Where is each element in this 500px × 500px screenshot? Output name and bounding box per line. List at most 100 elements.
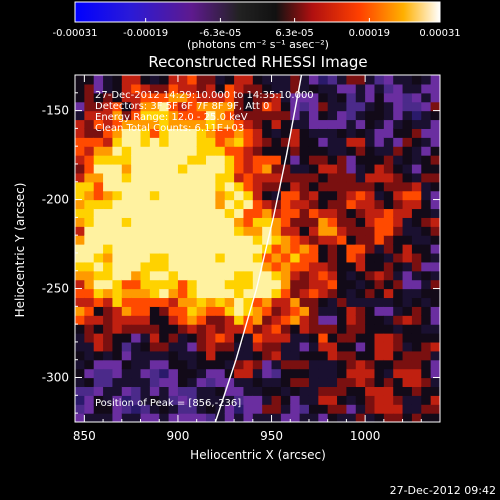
heatmap-cell bbox=[337, 101, 348, 112]
heatmap-cell bbox=[365, 146, 376, 156]
heatmap-cell bbox=[121, 404, 132, 414]
heatmap-cell bbox=[308, 350, 319, 361]
heatmap-cell bbox=[196, 270, 207, 281]
heatmap-cell bbox=[252, 235, 263, 245]
heatmap-cell bbox=[206, 413, 216, 422]
heatmap-cell bbox=[75, 101, 85, 112]
heatmap-cell bbox=[402, 324, 413, 334]
heatmap-cell bbox=[93, 146, 104, 156]
heatmap-cell bbox=[346, 208, 357, 218]
heatmap-cell bbox=[103, 404, 114, 414]
heatmap-cell bbox=[112, 181, 123, 192]
heatmap-cell bbox=[346, 368, 357, 379]
heatmap-cell bbox=[140, 252, 151, 263]
heatmap-cell bbox=[187, 163, 198, 174]
heatmap-cell bbox=[103, 333, 114, 343]
heatmap-cell bbox=[421, 110, 432, 121]
heatmap-cell bbox=[121, 190, 132, 201]
heatmap-cell bbox=[103, 261, 114, 272]
heatmap-cell bbox=[187, 75, 198, 85]
heatmap-cell bbox=[168, 92, 179, 103]
heatmap-cell bbox=[430, 155, 440, 165]
heatmap-cell bbox=[318, 83, 329, 94]
heatmap-cell bbox=[365, 270, 376, 281]
colorbar-tick-label: 0.00031 bbox=[419, 28, 460, 39]
heatmap-cell bbox=[290, 386, 301, 396]
heatmap-cell bbox=[271, 75, 282, 85]
heatmap-cell bbox=[243, 110, 254, 121]
heatmap-cell bbox=[75, 306, 85, 316]
heatmap-cell bbox=[262, 235, 273, 245]
heatmap-cell bbox=[411, 244, 422, 254]
heatmap-cell bbox=[346, 110, 357, 121]
heatmap-cell bbox=[131, 217, 142, 227]
heatmap-cell bbox=[93, 190, 104, 201]
heatmap-cell bbox=[103, 386, 114, 396]
heatmap-cell bbox=[131, 288, 142, 299]
heatmap-cell bbox=[365, 333, 376, 343]
heatmap-cell bbox=[243, 279, 254, 290]
heatmap-cell bbox=[206, 359, 216, 370]
heatmap-cell bbox=[299, 377, 310, 388]
heatmap-cell bbox=[318, 235, 329, 245]
heatmap-cell bbox=[402, 244, 413, 254]
heatmap-cell bbox=[93, 208, 104, 218]
heatmap-cell bbox=[149, 386, 160, 396]
heatmap-cell bbox=[252, 377, 263, 388]
heatmap-cell bbox=[206, 306, 216, 316]
heatmap-cell bbox=[365, 288, 376, 299]
heatmap-cell bbox=[430, 288, 440, 299]
heatmap-cell bbox=[159, 350, 170, 361]
heatmap-cell bbox=[252, 341, 263, 352]
heatmap-cell bbox=[75, 315, 85, 325]
heatmap-cell bbox=[280, 172, 291, 183]
heatmap-cell bbox=[430, 306, 440, 316]
heatmap-cell bbox=[365, 101, 376, 112]
heatmap-cell bbox=[252, 315, 263, 325]
heatmap-cell bbox=[140, 244, 151, 254]
heatmap-cell bbox=[318, 137, 329, 147]
heatmap-cell bbox=[215, 155, 226, 165]
heatmap-cell bbox=[243, 146, 254, 156]
heatmap-cell bbox=[290, 359, 301, 370]
heatmap-cell bbox=[308, 110, 319, 121]
heatmap-cell bbox=[159, 155, 170, 165]
heatmap-cell bbox=[402, 413, 413, 422]
heatmap-cell bbox=[262, 199, 273, 210]
heatmap-cell bbox=[280, 413, 291, 422]
heatmap-cell bbox=[280, 101, 291, 112]
heatmap-cell bbox=[383, 75, 394, 85]
heatmap-cell bbox=[327, 350, 338, 361]
heatmap-cell bbox=[374, 163, 385, 174]
heatmap-cell bbox=[103, 146, 114, 156]
heatmap-cell bbox=[346, 324, 357, 334]
heatmap-cell bbox=[252, 368, 263, 379]
heatmap-cell bbox=[299, 395, 310, 405]
heatmap-cell bbox=[215, 297, 226, 307]
heatmap-cell bbox=[308, 297, 319, 307]
heatmap-cell bbox=[271, 350, 282, 361]
heatmap-cell bbox=[374, 368, 385, 379]
heatmap-cell bbox=[299, 359, 310, 370]
heatmap-cell bbox=[131, 297, 142, 307]
heatmap-cell bbox=[411, 270, 422, 281]
heatmap-cell bbox=[383, 244, 394, 254]
heatmap-cell bbox=[365, 199, 376, 210]
heatmap-cell bbox=[121, 199, 132, 210]
heatmap-cell bbox=[168, 190, 179, 201]
heatmap-cell bbox=[327, 315, 338, 325]
heatmap-cell bbox=[93, 270, 104, 281]
heatmap-cell bbox=[168, 270, 179, 281]
heatmap-cell bbox=[196, 155, 207, 165]
heatmap-cell bbox=[121, 83, 132, 94]
heatmap-cell bbox=[411, 395, 422, 405]
heatmap-cell bbox=[215, 341, 226, 352]
heatmap-cell bbox=[421, 350, 432, 361]
heatmap-cell bbox=[131, 386, 142, 396]
heatmap-cell bbox=[159, 208, 170, 218]
heatmap-cell bbox=[206, 297, 216, 307]
heatmap-cell bbox=[243, 208, 254, 218]
heatmap-cell bbox=[337, 368, 348, 379]
heatmap-cell bbox=[140, 404, 151, 414]
heatmap-cell bbox=[393, 377, 404, 388]
